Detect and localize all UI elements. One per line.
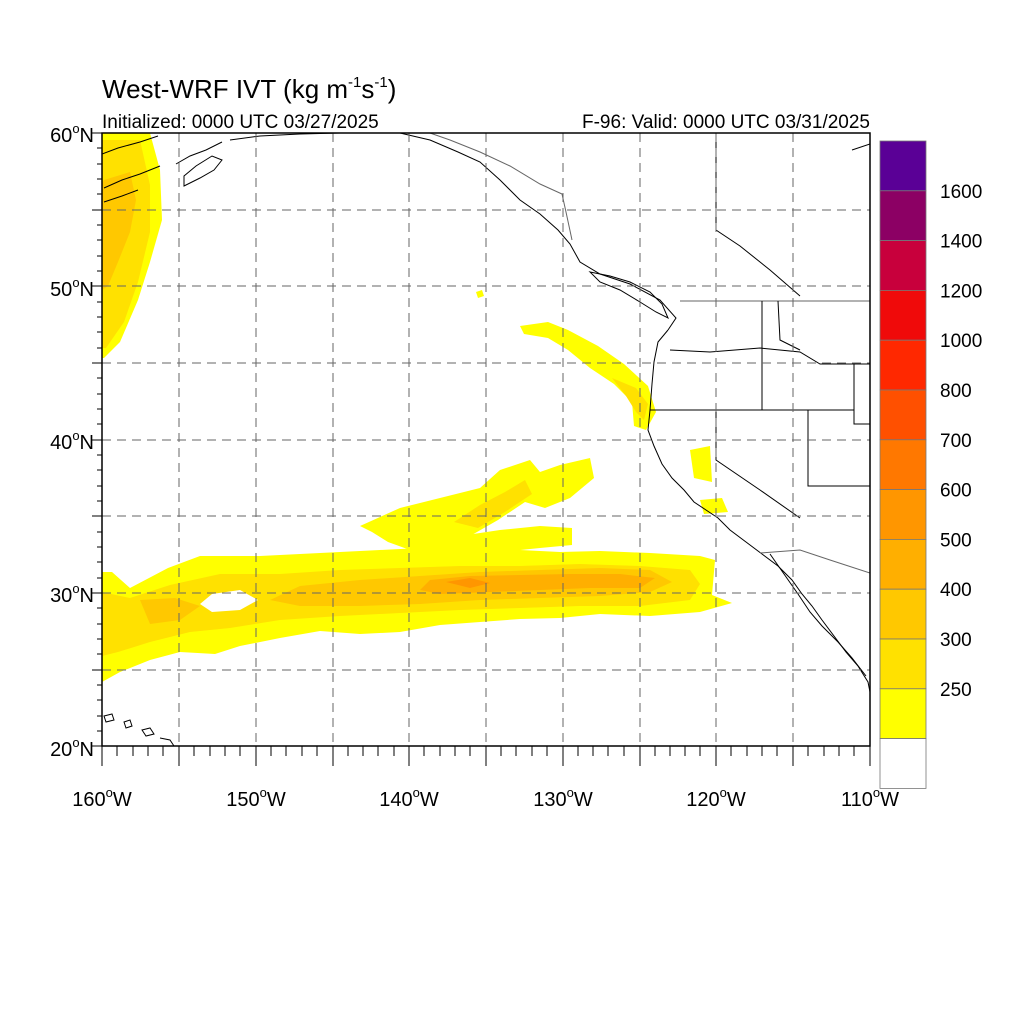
lon-label-140w: 140oW <box>379 785 439 811</box>
washington-oregon-border <box>669 347 854 365</box>
initialized-label: Initialized: 0000 UTC 03/27/2025 <box>102 112 379 133</box>
colorbar-box-2 <box>879 638 927 690</box>
colorbar-label-600: 600 <box>940 481 972 502</box>
bottom-minor-ticks <box>116 746 855 756</box>
colorbar-label-1200: 1200 <box>940 281 982 302</box>
ivt-coastal-plume-250 <box>520 322 656 430</box>
ivt-coastal-plume-300 <box>612 378 648 420</box>
colorbar-box-7 <box>879 389 927 441</box>
colorbar-box-11 <box>879 190 927 242</box>
lon-label-110w: 110oW <box>841 785 899 811</box>
colorbar-box-8 <box>879 339 927 391</box>
colorbar-box-5 <box>879 489 927 540</box>
colorbar-box-1 <box>879 688 927 739</box>
title-sup-1: -1 <box>348 74 361 91</box>
baja-coast <box>769 553 867 677</box>
graticule-parallels <box>102 209 870 671</box>
ivt-river-600 <box>446 578 490 588</box>
title-main: West-WRF IVT (kg m <box>102 74 348 104</box>
colorbar-box-0 <box>879 738 927 789</box>
colorbar-label-1600: 1600 <box>940 182 982 203</box>
lon-label-150w: 150oW <box>226 785 286 811</box>
british-columbia-border <box>429 133 573 241</box>
colorbar-label-250: 250 <box>940 680 972 701</box>
vancouver-island <box>588 271 669 320</box>
colorbar-label-1000: 1000 <box>940 331 982 352</box>
west-coast <box>647 329 870 693</box>
coastlines-and-borders <box>102 133 870 746</box>
alaska-coast <box>102 133 341 203</box>
title-mid: s <box>361 74 374 104</box>
colorbar-label-300: 300 <box>940 630 972 651</box>
ivt-north-band-300 <box>454 480 532 528</box>
ivt-coastal-dot-1 <box>476 290 484 298</box>
colorbar-box-9 <box>879 289 927 341</box>
ivt-river-gap <box>200 590 258 612</box>
longitude-labels: 160oW 150oW 140oW 130oW 120oW 110oW <box>72 785 899 811</box>
lat-label-60: 60oN <box>50 121 94 147</box>
lon-label-160w: 160oW <box>72 785 132 811</box>
title-sup-2: -1 <box>374 74 387 91</box>
ivt-plume-northwest-400 <box>102 172 136 290</box>
ivt-river-500 <box>420 574 655 594</box>
ivt-north-band-lower <box>420 526 572 556</box>
left-major-ticks <box>92 132 102 747</box>
colorbar-label-700: 700 <box>940 431 972 452</box>
utah-border <box>807 410 870 487</box>
left-minor-ticks <box>97 147 102 732</box>
colorbar-box-6 <box>879 439 927 490</box>
colorbar-label-400: 400 <box>940 580 972 601</box>
lon-label-130w: 130oW <box>533 785 593 811</box>
bottom-major-ticks <box>101 746 871 766</box>
lat-label-40: 40oN <box>50 428 94 454</box>
colorbar: 1600 1400 1200 1000 800 700 600 500 400 300 250 <box>879 140 982 789</box>
hawaii-islands <box>103 143 870 746</box>
ivt-north-band-250 <box>360 458 594 550</box>
ivt-shading <box>102 133 732 682</box>
lat-label-50: 50oN <box>50 275 94 301</box>
colorbar-label-1400: 1400 <box>940 232 982 253</box>
colorbar-label-800: 800 <box>940 381 972 402</box>
colorbar-label-500: 500 <box>940 530 972 551</box>
colorbar-box-4 <box>879 539 927 590</box>
map-title: West-WRF IVT (kg m-1s-1) <box>102 74 396 104</box>
ivt-coastal-dot-2 <box>690 446 712 482</box>
us-mexico-border <box>759 549 870 574</box>
lat-label-20: 20oN <box>50 735 94 761</box>
valid-label: F-96: Valid: 0000 UTC 03/31/2025 <box>582 112 870 133</box>
colorbar-box-10 <box>879 240 927 291</box>
latitude-labels: 20oN 30oN 40oN 50oN 60oN <box>50 121 94 761</box>
title-close: ) <box>388 74 397 104</box>
colorbar-box-3 <box>879 588 927 640</box>
axis-ticks <box>92 132 871 766</box>
graticule <box>102 133 870 746</box>
wyoming-border <box>853 363 870 425</box>
lon-label-120w: 120oW <box>686 785 746 811</box>
colorbar-box-12 <box>879 140 927 192</box>
alaska-panhandle-coast <box>399 133 677 331</box>
lat-label-30: 30oN <box>50 581 94 607</box>
map-panel <box>102 133 870 746</box>
ivt-coastal-dot-3 <box>700 498 728 514</box>
